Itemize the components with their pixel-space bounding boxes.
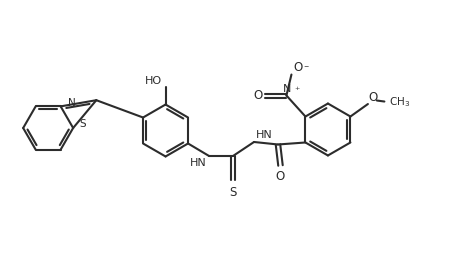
Text: S: S: [229, 186, 237, 199]
Text: CH$_3$: CH$_3$: [389, 95, 411, 109]
Text: $^+$: $^+$: [293, 85, 301, 94]
Text: $^-$: $^-$: [302, 63, 310, 72]
Text: O: O: [293, 61, 303, 74]
Text: N: N: [283, 84, 292, 94]
Text: N: N: [68, 98, 75, 108]
Text: HN: HN: [256, 130, 273, 140]
Text: HO: HO: [144, 76, 161, 86]
Text: O: O: [368, 91, 377, 104]
Text: HN: HN: [190, 158, 207, 169]
Text: O: O: [276, 170, 285, 183]
Text: S: S: [79, 119, 86, 129]
Text: O: O: [253, 89, 262, 102]
